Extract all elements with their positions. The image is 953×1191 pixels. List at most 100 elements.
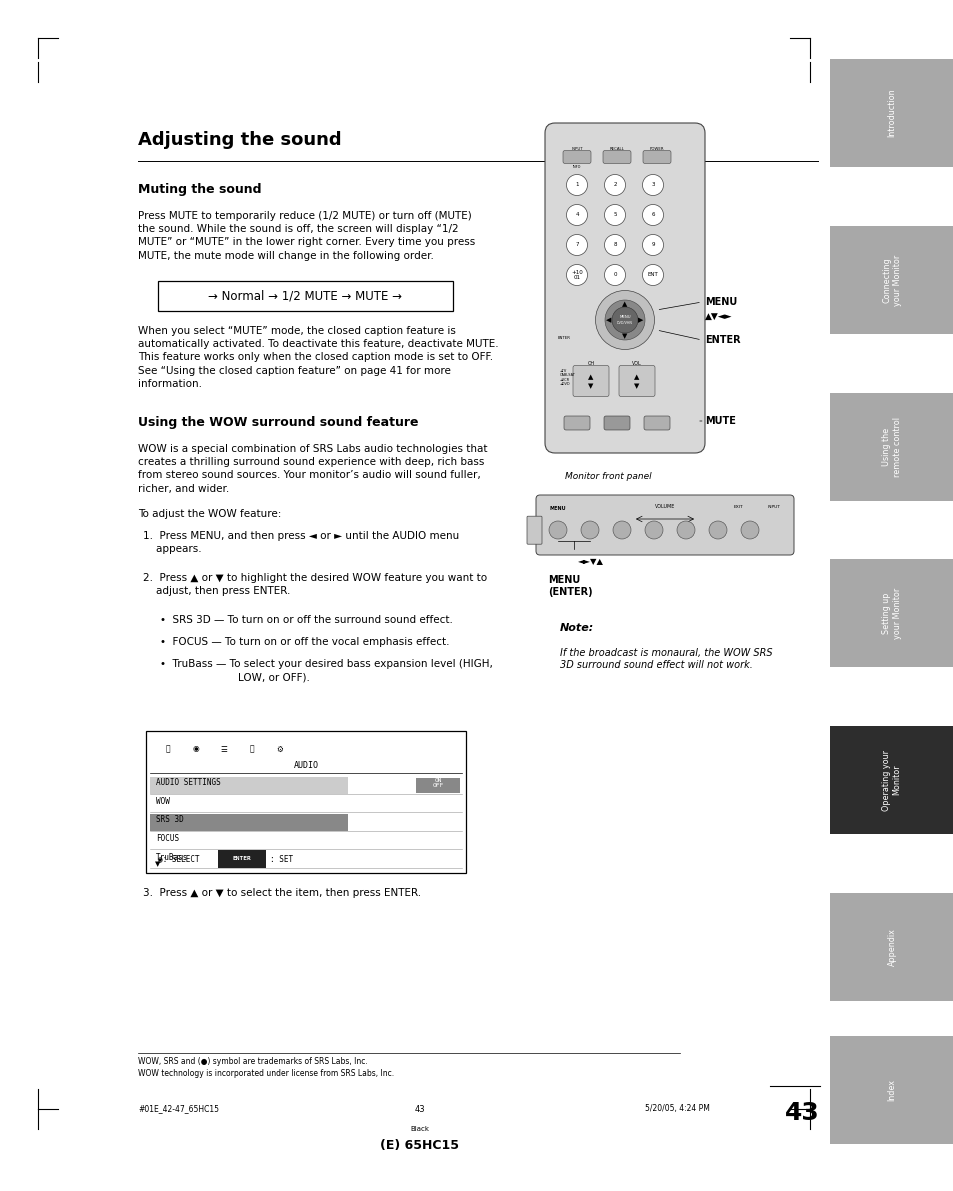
FancyBboxPatch shape — [573, 366, 608, 397]
FancyBboxPatch shape — [536, 495, 793, 555]
Bar — [146, 731, 465, 873]
Circle shape — [604, 300, 644, 339]
Bar — [150, 777, 348, 793]
Text: ◉: ◉ — [193, 744, 199, 754]
Text: Index: Index — [886, 1079, 896, 1100]
Text: ⬜: ⬜ — [250, 744, 254, 754]
Bar — [829, 727, 953, 834]
Text: MENU: MENU — [618, 314, 630, 319]
Text: 2.  Press ▲ or ▼ to highlight the desired WOW feature you want to
    adjust, th: 2. Press ▲ or ▼ to highlight the desired… — [143, 573, 487, 597]
FancyBboxPatch shape — [526, 516, 541, 544]
Text: 5: 5 — [613, 212, 616, 218]
Text: 2: 2 — [613, 182, 616, 187]
Text: ▲: ▲ — [621, 301, 627, 307]
Circle shape — [641, 235, 662, 256]
Circle shape — [566, 205, 587, 225]
Circle shape — [604, 264, 625, 286]
Text: 5/20/05, 4:24 PM: 5/20/05, 4:24 PM — [644, 1104, 709, 1114]
Text: RECALL: RECALL — [609, 146, 623, 151]
Text: ◀: ◀ — [606, 317, 611, 323]
Text: ON
OFF: ON OFF — [432, 778, 443, 788]
Text: When you select “MUTE” mode, the closed caption feature is
automatically activat: When you select “MUTE” mode, the closed … — [138, 326, 498, 388]
Bar — [829, 60, 953, 167]
Text: #01E_42-47_65HC15: #01E_42-47_65HC15 — [138, 1104, 219, 1114]
Text: Press MUTE to temporarily reduce (1/2 MUTE) or turn off (MUTE)
the sound. While : Press MUTE to temporarily reduce (1/2 MU… — [138, 211, 475, 261]
Circle shape — [740, 520, 759, 540]
Text: ▲: ▲ — [588, 374, 593, 380]
FancyBboxPatch shape — [603, 416, 629, 430]
Text: Muting the sound: Muting the sound — [138, 183, 261, 197]
Text: 4: 4 — [575, 212, 578, 218]
Text: DVD/VHN: DVD/VHN — [617, 322, 632, 325]
FancyBboxPatch shape — [642, 150, 670, 163]
Text: → Normal → 1/2 MUTE → MUTE →: → Normal → 1/2 MUTE → MUTE → — [209, 289, 402, 303]
Text: WOW, SRS and (●) symbol are trademarks of SRS Labs, Inc.
WOW technology is incor: WOW, SRS and (●) symbol are trademarks o… — [138, 1056, 394, 1078]
Text: ENTER: ENTER — [233, 856, 251, 861]
Text: ENT: ENT — [647, 273, 658, 278]
Text: TruBass: TruBass — [156, 853, 188, 861]
Text: INPUT: INPUT — [571, 146, 582, 151]
Circle shape — [580, 520, 598, 540]
Text: Monitor front panel: Monitor front panel — [564, 472, 651, 481]
Circle shape — [644, 520, 662, 540]
Text: 1: 1 — [575, 182, 578, 187]
Text: 43: 43 — [415, 1104, 425, 1114]
Text: 0: 0 — [613, 273, 616, 278]
Text: 6: 6 — [651, 212, 654, 218]
Text: ⬛: ⬛ — [166, 744, 171, 754]
Text: WOW: WOW — [156, 797, 170, 806]
Text: Note:: Note: — [559, 623, 594, 632]
Circle shape — [604, 175, 625, 195]
Text: To adjust the WOW feature:: To adjust the WOW feature: — [138, 509, 281, 519]
Circle shape — [641, 175, 662, 195]
Text: 7: 7 — [575, 243, 578, 248]
Bar — [150, 813, 348, 830]
Bar — [829, 560, 953, 667]
Circle shape — [566, 175, 587, 195]
Circle shape — [548, 520, 566, 540]
FancyBboxPatch shape — [602, 150, 630, 163]
Bar — [416, 778, 459, 792]
Text: ◉: SELECT: ◉: SELECT — [158, 854, 204, 863]
Text: Black: Black — [410, 1125, 429, 1131]
Circle shape — [641, 205, 662, 225]
Circle shape — [677, 520, 695, 540]
Text: •  SRS 3D — To turn on or off the surround sound effect.: • SRS 3D — To turn on or off the surroun… — [160, 615, 453, 625]
Text: AUDIO: AUDIO — [294, 761, 318, 769]
Text: ENTER: ENTER — [704, 335, 740, 345]
Text: Connecting
your Monitor: Connecting your Monitor — [882, 254, 901, 306]
Text: ▲▼◄►: ▲▼◄► — [704, 312, 732, 320]
Text: MENU: MENU — [550, 506, 566, 511]
Text: ENTER: ENTER — [558, 336, 570, 339]
Text: MENU: MENU — [704, 297, 737, 307]
Circle shape — [708, 520, 726, 540]
Circle shape — [604, 205, 625, 225]
Text: FOCUS: FOCUS — [156, 834, 179, 843]
Text: ▼: ▼ — [621, 333, 627, 339]
Text: Setting up
your Monitor: Setting up your Monitor — [882, 587, 901, 640]
Circle shape — [612, 307, 638, 333]
Text: (E) 65HC15: (E) 65HC15 — [380, 1139, 459, 1152]
Text: : SET: : SET — [270, 854, 293, 863]
Text: Using the
remote control: Using the remote control — [882, 417, 901, 476]
Text: CH: CH — [587, 361, 594, 366]
Text: POWER: POWER — [649, 146, 663, 151]
Text: INPUT: INPUT — [767, 505, 780, 509]
Text: 1.  Press MENU, and then press ◄ or ► until the AUDIO menu
    appears.: 1. Press MENU, and then press ◄ or ► unt… — [143, 531, 458, 554]
Text: Adjusting the sound: Adjusting the sound — [138, 131, 341, 149]
Text: 3.  Press ▲ or ▼ to select the item, then press ENTER.: 3. Press ▲ or ▼ to select the item, then… — [143, 888, 420, 898]
Text: WOW is a special combination of SRS Labs audio technologies that
creates a thril: WOW is a special combination of SRS Labs… — [138, 444, 487, 493]
Bar — [829, 1036, 953, 1143]
Text: Appendix: Appendix — [886, 928, 896, 966]
Text: ▶: ▶ — [638, 317, 643, 323]
FancyBboxPatch shape — [563, 416, 589, 430]
Text: Operating your
Monitor: Operating your Monitor — [882, 749, 901, 811]
Text: ☰: ☰ — [220, 744, 227, 754]
Text: ▼: ▼ — [588, 384, 593, 389]
Text: +10
01: +10 01 — [571, 269, 582, 280]
Text: Introduction: Introduction — [886, 89, 896, 137]
FancyBboxPatch shape — [544, 123, 704, 453]
Text: ▲: ▲ — [634, 374, 639, 380]
Text: ⚙: ⚙ — [276, 744, 283, 754]
Bar — [829, 226, 953, 333]
